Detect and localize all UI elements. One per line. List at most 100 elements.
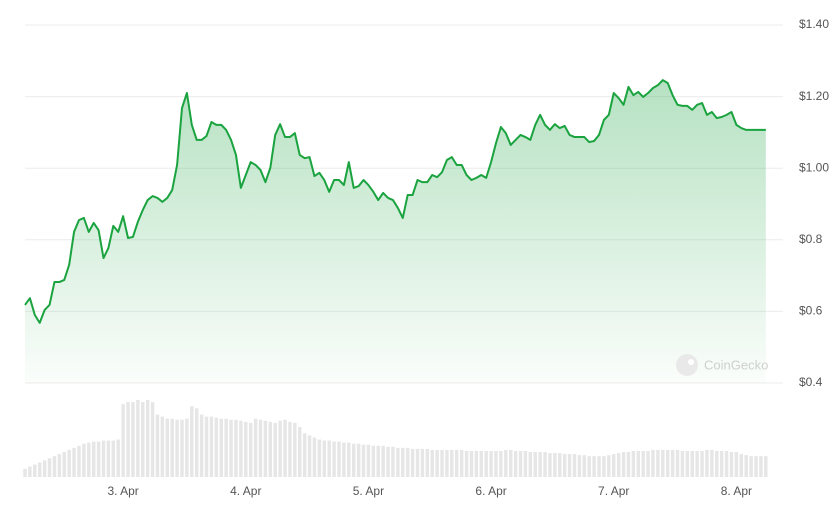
volume-bar — [749, 456, 753, 477]
volume-bar — [538, 452, 542, 477]
volume-bar — [489, 450, 493, 477]
volume-bar — [77, 445, 81, 477]
volume-bar — [67, 449, 71, 477]
volume-bar — [710, 449, 714, 477]
volume-bar — [656, 449, 660, 477]
volume-bar — [435, 449, 439, 477]
volume-bar — [82, 443, 86, 477]
x-tick-label: 4. Apr — [230, 484, 261, 498]
volume-bar — [651, 449, 655, 477]
volume-bar — [126, 402, 130, 477]
volume-bar — [150, 402, 155, 477]
watermark-logo — [676, 354, 698, 376]
volume-bar — [258, 419, 263, 477]
volume-bar — [719, 450, 724, 477]
volume-bar — [464, 450, 469, 477]
y-tick-label: $1.40 — [799, 17, 829, 31]
volume-bar — [52, 456, 57, 477]
volume-bars — [23, 400, 768, 477]
volume-bar — [356, 443, 361, 477]
volume-bar — [190, 406, 194, 477]
y-tick-label: $1.00 — [799, 160, 829, 174]
volume-bar — [131, 402, 135, 477]
volume-bar — [474, 450, 479, 477]
volume-bar — [410, 448, 415, 477]
volume-bar — [646, 450, 650, 477]
volume-bar — [293, 422, 297, 477]
volume-bar — [396, 447, 400, 477]
volume-bar — [670, 449, 675, 477]
volume-bar — [675, 449, 680, 477]
volume-bar — [724, 450, 729, 477]
volume-bar — [685, 450, 690, 477]
volume-bar — [121, 404, 125, 477]
volume-bar — [180, 419, 184, 477]
volume-bar — [484, 450, 488, 477]
volume-bar — [420, 448, 425, 477]
volume-bar — [479, 450, 483, 477]
volume-bar — [23, 468, 27, 477]
volume-bar — [734, 452, 739, 477]
volume-bar — [744, 455, 748, 477]
volume-bar — [332, 441, 336, 477]
volume-bar — [459, 449, 464, 477]
volume-bar — [239, 420, 243, 477]
volume-bar — [214, 417, 219, 477]
volume-bar — [376, 445, 380, 477]
volume-bar — [327, 440, 331, 477]
volume-bar — [136, 400, 140, 477]
price-line — [24, 79, 766, 324]
volume-bar — [165, 418, 169, 477]
volume-bar — [312, 437, 317, 477]
volume-bar — [283, 419, 287, 477]
volume-bar — [626, 452, 631, 477]
x-tick-label: 7. Apr — [598, 484, 629, 498]
volume-bar — [508, 449, 513, 477]
line-layer — [24, 79, 766, 324]
volume-bar — [548, 453, 552, 477]
volume-bar — [612, 454, 616, 477]
volume-bar — [499, 450, 503, 477]
volume-bar — [288, 421, 292, 477]
volume-bar — [553, 453, 557, 477]
volume-bar — [518, 450, 523, 477]
volume-bar — [141, 402, 145, 477]
area — [25, 80, 766, 383]
volume-bar — [302, 433, 307, 477]
volume-bar — [607, 455, 611, 477]
volume-bar — [631, 450, 636, 477]
volume-bar — [224, 418, 228, 477]
volume-bar — [513, 450, 518, 477]
labels: $0.4 $0.6 $0.8 $1.00 $1.20 $1.40 3. Apr 4. Apr 5… — [107, 17, 829, 498]
volume-bar — [715, 450, 719, 477]
volume-bar — [253, 418, 258, 477]
volume-bar — [445, 449, 449, 477]
volume-bar — [268, 421, 273, 477]
y-tick-label: $0.8 — [799, 232, 823, 246]
volume-bar — [72, 447, 76, 477]
volume-bar — [602, 456, 606, 477]
volume-bar — [572, 454, 577, 477]
volume-bar — [592, 456, 596, 477]
volume-bar — [91, 441, 96, 477]
volume-bar — [577, 455, 582, 477]
volume-bar — [690, 450, 694, 477]
volume-bar — [42, 460, 47, 477]
volume-bar — [33, 464, 37, 477]
volume-bar — [504, 449, 508, 477]
volume-bar — [621, 452, 626, 477]
volume-bar — [450, 449, 454, 477]
volume-bar — [700, 450, 704, 477]
volume-bar — [342, 442, 346, 477]
volume-bar — [106, 440, 111, 477]
volume-bar — [57, 454, 62, 477]
volume-bar — [391, 446, 395, 477]
y-tick-label: $1.20 — [799, 89, 829, 103]
volume-bar — [764, 456, 768, 477]
volume-bar — [705, 449, 709, 477]
volume-bar — [528, 452, 533, 477]
volume-bar — [351, 443, 356, 477]
volume-bar — [729, 452, 734, 477]
